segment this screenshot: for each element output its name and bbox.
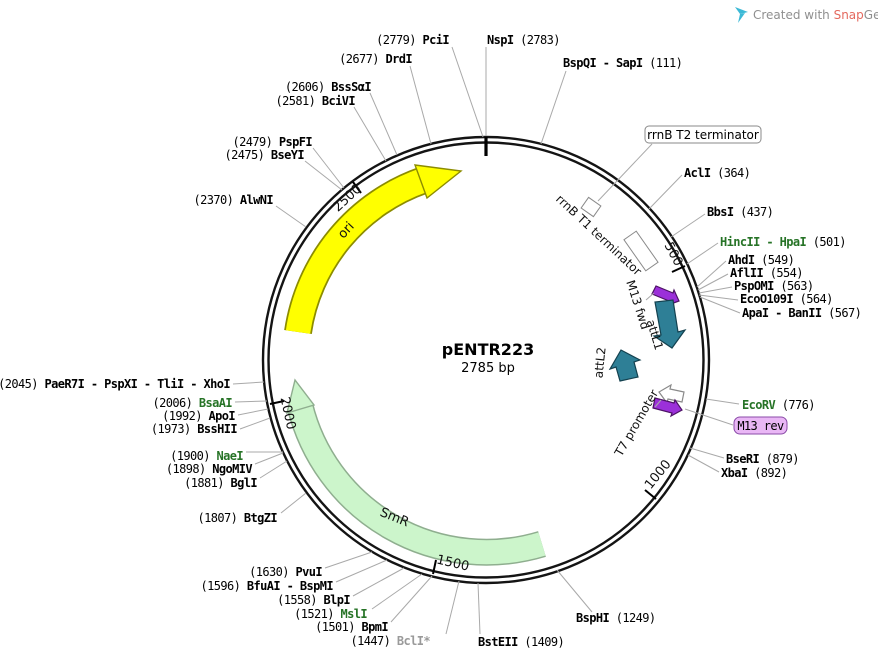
tick-label-1500: 1500 — [435, 553, 471, 575]
site-label-bseyi[interactable]: (2475) BseYI — [225, 148, 305, 162]
tick-2000 — [269, 400, 285, 405]
site-label-alwni[interactable]: (2370) AlwNI — [194, 193, 274, 207]
site-label-btgzi[interactable]: (1807) BtgZI — [198, 511, 278, 525]
snapgene-logo-icon — [738, 13, 745, 23]
rrnb-t2-label-box[interactable] — [644, 125, 762, 144]
site-label-bfuai[interactable]: (1596) BfuAI - BspMI — [201, 579, 334, 593]
site-label-bsssai[interactable]: (2606) BssSαI — [285, 80, 372, 94]
site-label-aflii[interactable]: AflII (554) — [730, 266, 803, 280]
site-label-bbsi[interactable]: BbsI (437) — [707, 205, 774, 219]
smr-arrow-body[interactable] — [288, 403, 546, 565]
site-label-paer7i[interactable]: (2045) PaeR7I - PspXI - TliI - XhoI — [0, 377, 231, 391]
smr-arrow-head[interactable] — [286, 378, 316, 415]
site-label-hincii[interactable]: HincII - HpaI (501) — [720, 235, 846, 249]
site-labels-right: NspI (2783) BspQI - SapI (111) AclI (364… — [478, 33, 862, 649]
site-label-apoi[interactable]: (1992) ApoI — [162, 409, 236, 423]
site-label-bcivi[interactable]: (2581) BciVI — [276, 94, 356, 108]
tick-label-2000: 2000 — [277, 396, 299, 431]
rrnb-t2-terminator-marker[interactable] — [580, 196, 602, 218]
site-label-bsphi[interactable]: BspHI (1249) — [576, 611, 656, 625]
site-label-blpi[interactable]: (1558) BlpI — [277, 593, 351, 607]
site-label-ahdi[interactable]: AhdI (549) — [728, 253, 795, 267]
m13-rev-boxed-label[interactable]: M13 rev — [733, 416, 788, 435]
tick-2500 — [352, 181, 362, 194]
site-label-bsteii[interactable]: BstEII (1409) — [478, 635, 565, 649]
site-label-bseri[interactable]: BseRI (879) — [726, 452, 799, 466]
site-label-acli[interactable]: AclI (364) — [684, 166, 751, 180]
site-labels-left: (2779) PciI (2677) DrdI (2606) BssSαI (2… — [0, 33, 450, 648]
leader-lines — [232, 46, 741, 635]
site-label-bsaai[interactable]: (2006) BsaAI — [153, 396, 233, 410]
t7-promoter-label[interactable]: T7 promoter — [611, 387, 661, 459]
site-label-bgli[interactable]: (1881) BglI — [184, 476, 258, 490]
m13-fwd-label[interactable]: M13 fwd — [623, 278, 652, 331]
m13-rev-primer-arrow[interactable] — [652, 397, 683, 418]
site-label-ecoo109i[interactable]: EcoO109I (564) — [740, 292, 833, 306]
site-label-ngomiv[interactable]: (1898) NgoMIV — [166, 462, 253, 476]
site-label-msli[interactable]: (1521) MslI — [294, 607, 368, 621]
rrnb-t2-label-text[interactable]: rrnB T2 terminator — [647, 128, 759, 142]
site-label-pspfi[interactable]: (2479) PspFI — [233, 135, 313, 149]
site-label-bspqi[interactable]: BspQI - SapI (111) — [563, 56, 683, 70]
tick-1500 — [432, 559, 437, 575]
site-label-ecorv[interactable]: EcoRV (776) — [742, 398, 815, 412]
site-label-apai[interactable]: ApaI - BanII (567) — [742, 306, 862, 320]
rrnb-t1-terminator-marker[interactable] — [623, 230, 659, 272]
m13-rev-label-box[interactable] — [733, 416, 788, 435]
plasmid-size: 2785 bp — [461, 361, 515, 376]
site-label-bcli[interactable]: (1447) BclI* — [351, 634, 431, 648]
site-label-naei[interactable]: (1900) NaeI — [170, 449, 244, 463]
t7-promoter-arrow[interactable] — [658, 383, 685, 405]
attl1-arrow[interactable] — [652, 299, 687, 349]
site-label-drdi[interactable]: (2677) DrdI — [339, 52, 413, 66]
site-label-bsshii[interactable]: (1973) BssHII — [151, 422, 238, 436]
ori-arrow-head[interactable] — [413, 164, 463, 200]
attl2-arrow[interactable] — [608, 349, 642, 382]
rrnb-t2-terminator-boxed-label[interactable]: rrnB T2 terminator — [644, 125, 762, 144]
feature-ori[interactable] — [284, 164, 463, 335]
tick-500 — [671, 265, 686, 273]
tick-1000 — [644, 489, 657, 500]
snapgene-logo-icon — [735, 7, 748, 14]
plasmid-name: pENTR223 — [442, 340, 534, 359]
snapgene-watermark: Created with SnapGene® — [735, 7, 878, 23]
site-label-pvui[interactable]: (1630) PvuI — [249, 565, 323, 579]
site-label-bpmi[interactable]: (1501) BpmI — [315, 620, 389, 634]
site-label-pcii[interactable]: (2779) PciI — [376, 33, 450, 47]
watermark-text: Created with SnapGene® — [753, 8, 878, 22]
m13-rev-label-text[interactable]: M13 rev — [737, 419, 784, 433]
ori-arrow-body[interactable] — [285, 168, 429, 334]
site-label-pspomi[interactable]: PspOMI (563) — [734, 279, 814, 293]
site-label-nspi[interactable]: NspI (2783) — [487, 33, 560, 47]
feature-smr[interactable] — [286, 378, 546, 566]
attl2-label[interactable]: attL2 — [591, 346, 608, 378]
site-label-xbai[interactable]: XbaI (892) — [721, 466, 788, 480]
tick-marks — [269, 137, 686, 575]
